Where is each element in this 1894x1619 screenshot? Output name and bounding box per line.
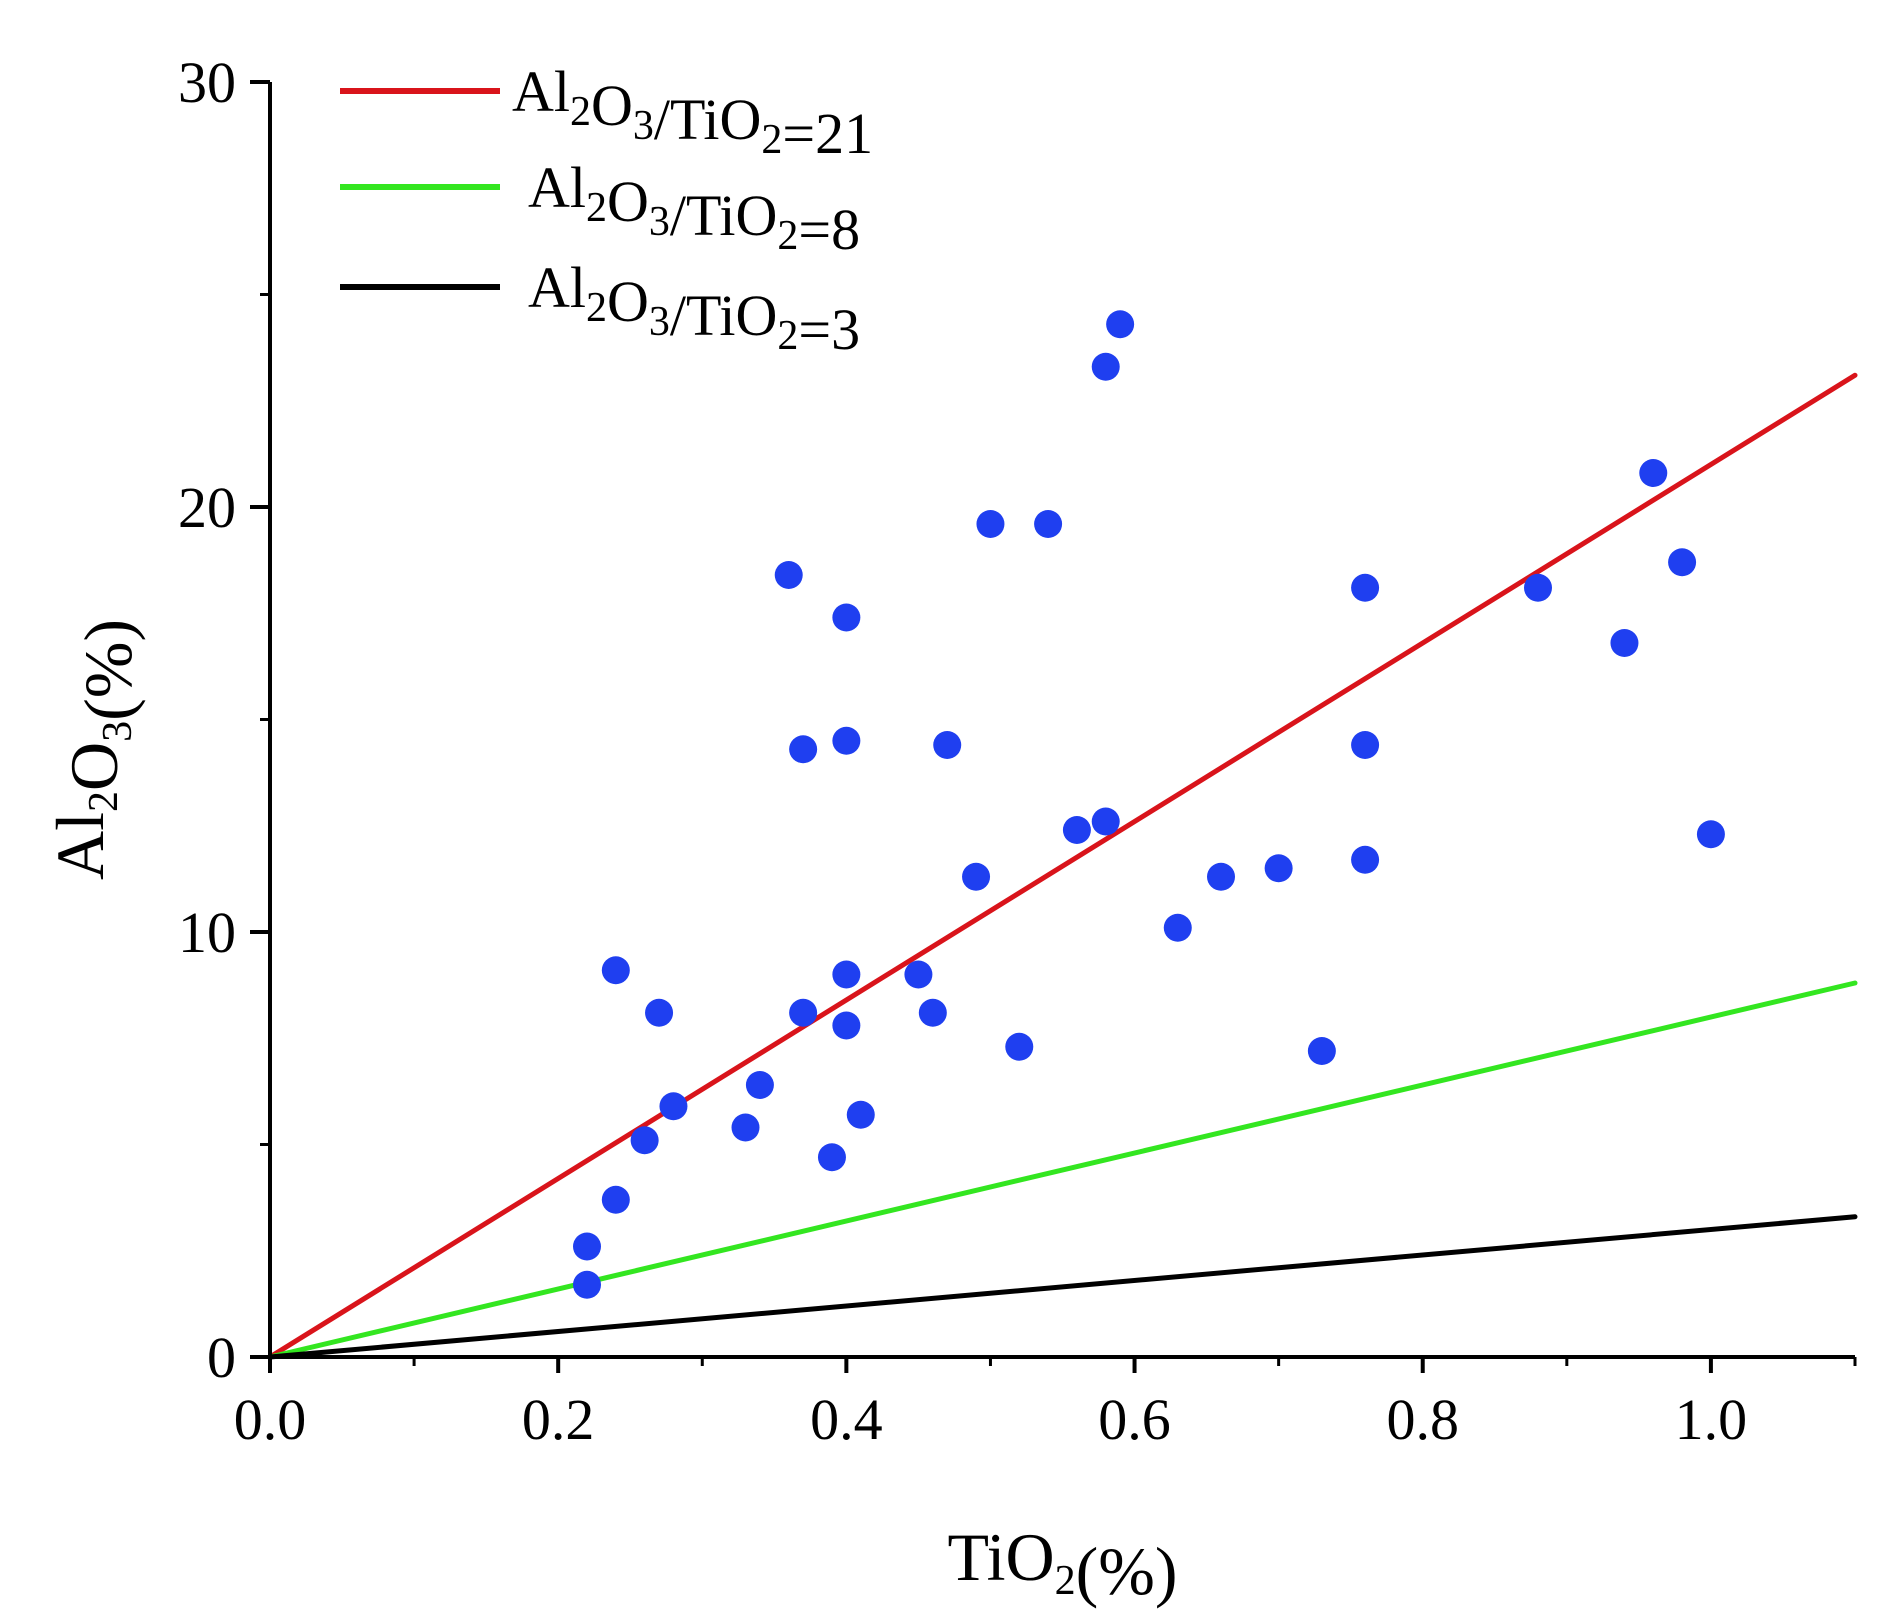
data-point xyxy=(1524,573,1552,602)
data-point xyxy=(1351,731,1380,759)
data-point xyxy=(1106,310,1135,339)
data-point xyxy=(1307,1037,1336,1065)
ratio-line xyxy=(267,980,1858,1360)
legend-label: Al2O3/TiO2=3 xyxy=(528,255,860,362)
data-point xyxy=(1610,629,1639,657)
data-point xyxy=(832,603,861,632)
data-point xyxy=(1351,573,1380,602)
x-ticks: 0.0 0.2 0.4 0.6 0.8 1.0 xyxy=(234,1357,1857,1452)
data-point xyxy=(1696,820,1725,849)
y-axis-title: Al2O3(%) xyxy=(42,619,146,880)
data-point xyxy=(601,1185,630,1214)
x-tick-label: 0.6 xyxy=(1098,1387,1171,1452)
data-point xyxy=(789,735,818,764)
data-point xyxy=(832,726,861,755)
data-point xyxy=(1163,913,1192,942)
data-point xyxy=(1668,548,1697,577)
data-point xyxy=(601,956,630,985)
data-point xyxy=(789,998,818,1027)
data-point xyxy=(1091,352,1120,381)
data-point xyxy=(846,1100,875,1129)
data-point xyxy=(573,1232,601,1261)
data-point xyxy=(659,1092,688,1121)
data-point xyxy=(1062,816,1091,844)
data-point xyxy=(645,998,674,1027)
x-tick-label: 0.0 xyxy=(234,1387,307,1452)
data-point xyxy=(1207,862,1235,891)
data-point xyxy=(962,862,991,891)
data-point xyxy=(1264,854,1293,883)
ratio-line xyxy=(267,1214,1858,1360)
x-tick-label: 1.0 xyxy=(1675,1387,1748,1452)
data-point xyxy=(904,960,933,989)
y-tick-label: 20 xyxy=(178,475,236,540)
data-point xyxy=(933,731,962,759)
data-point xyxy=(745,1071,774,1099)
data-points xyxy=(573,310,1725,1299)
data-point xyxy=(774,561,803,589)
data-point xyxy=(1639,459,1668,487)
y-ticks: 0 10 20 30 xyxy=(178,50,270,1390)
data-point xyxy=(573,1270,601,1299)
ratio-line xyxy=(267,372,1858,1360)
y-tick-label: 30 xyxy=(178,50,236,115)
data-point xyxy=(630,1126,659,1155)
reference-lines xyxy=(267,372,1858,1360)
data-point xyxy=(832,960,861,989)
legend-label: Al2O3/TiO2=21 xyxy=(512,59,873,166)
legend-label: Al2O3/TiO2=8 xyxy=(528,155,860,262)
data-point xyxy=(1351,845,1380,874)
data-point xyxy=(1034,510,1063,538)
y-tick-label: 0 xyxy=(207,1325,236,1390)
x-tick-label: 0.2 xyxy=(522,1387,595,1452)
data-point xyxy=(1091,807,1120,836)
data-point xyxy=(731,1113,760,1142)
data-point xyxy=(918,998,947,1027)
y-tick-label: 10 xyxy=(178,900,236,965)
data-point xyxy=(1005,1032,1034,1061)
x-axis-title: TiO2(%) xyxy=(947,1519,1177,1609)
x-tick-label: 0.8 xyxy=(1386,1387,1459,1452)
axes xyxy=(268,82,1855,1359)
x-tick-label: 0.4 xyxy=(810,1387,883,1452)
data-point xyxy=(976,510,1005,538)
data-point xyxy=(817,1143,846,1172)
data-point xyxy=(832,1011,861,1040)
